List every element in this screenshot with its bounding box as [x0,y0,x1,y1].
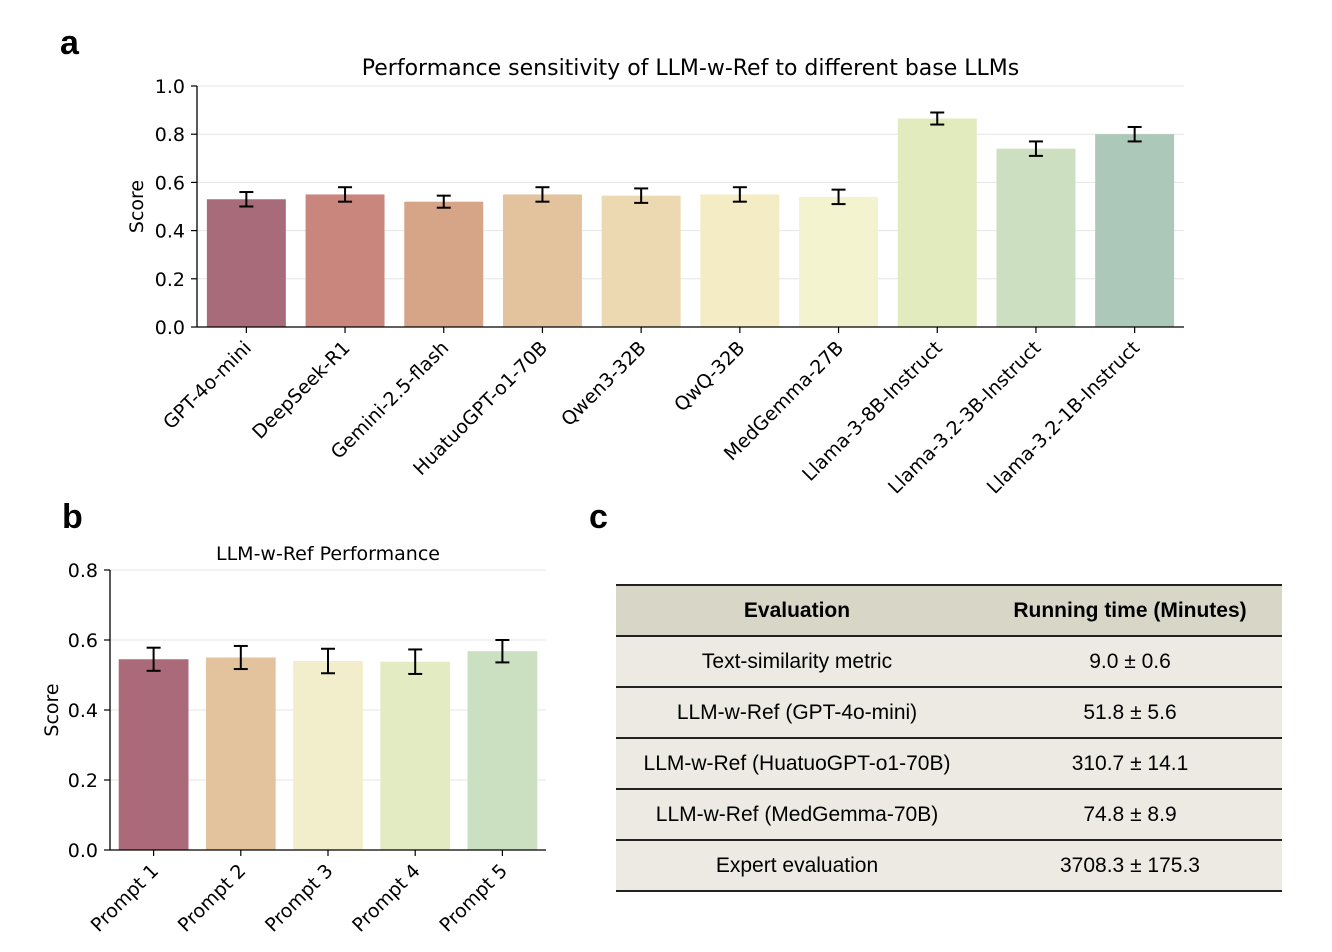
y-tick-label: 0.8 [155,124,185,146]
chart-title: Performance sensitivity of LLM-w-Ref to … [362,56,1019,81]
bar [205,657,276,850]
panel-label-a: a [60,24,79,62]
table-header-row: Evaluation Running time (Minutes) [616,584,1282,637]
x-tick-label: Prompt 5 [435,860,512,937]
row-evaluation: LLM-w-Ref (MedGemma-70B) [655,802,939,826]
y-tick-label: 0.2 [155,269,185,291]
panel-label-b: b [62,498,83,536]
bar [305,194,385,327]
row-running-time: 9.0 ± 0.6 [1089,649,1171,673]
y-tick-label: 0.0 [155,317,185,339]
bar [467,651,538,850]
x-tick-label: GPT-4o-mini [159,337,256,434]
x-tick-label: Prompt 1 [87,860,164,937]
y-tick-label: 0.8 [68,560,98,582]
x-tick-label: Prompt 3 [261,860,338,937]
table-row: LLM-w-Ref (GPT-4o-mini) 51.8 ± 5.6 [616,688,1282,739]
y-tick-label: 0.6 [155,172,185,194]
y-tick-label: 0.4 [155,221,185,243]
y-tick-label: 0.2 [68,770,98,792]
y-tick-label: 0.0 [68,840,98,862]
bar [996,148,1076,327]
x-tick-label: Prompt 2 [174,860,251,937]
bar [799,196,879,327]
table-row: LLM-w-Ref (HuatuoGPT-o1-70B) 310.7 ± 14.… [616,739,1282,790]
bar [118,659,189,850]
bar [700,194,780,327]
row-evaluation: Text-similarity metric [701,649,893,673]
row-evaluation: Expert evaluation [715,853,879,877]
bar [404,201,484,327]
row-running-time: 51.8 ± 5.6 [1083,700,1177,724]
y-tick-label: 1.0 [155,76,185,98]
header-evaluation: Evaluation [743,598,851,622]
chart-title: LLM-w-Ref Performance [216,543,440,565]
y-tick-label: 0.4 [68,700,98,722]
table-row: LLM-w-Ref (MedGemma-70B) 74.8 ± 8.9 [616,790,1282,841]
table-row: Text-similarity metric 9.0 ± 0.6 [616,637,1282,688]
row-running-time: 74.8 ± 8.9 [1083,802,1177,826]
table-row: Expert evaluation 3708.3 ± 175.3 [616,841,1282,892]
row-running-time: 310.7 ± 14.1 [1071,751,1189,775]
chart-a: 0.0 0.2 0.4 0.6 0.8 1.0 GPT-4o-miniDeepSeek-R1… [126,56,1184,498]
bar [601,195,681,327]
x-tick-label: Qwen3-32B [557,337,651,431]
row-evaluation: LLM-w-Ref (HuatuoGPT-o1-70B) [643,751,951,775]
bar [380,661,451,850]
bar [293,661,363,850]
x-tick-label: QwQ-32B [670,337,749,416]
panel-label-c: c [589,498,608,536]
bar [897,118,977,327]
row-evaluation: LLM-w-Ref (GPT-4o-mini) [676,700,918,724]
header-running-time: Running time (Minutes) [1013,598,1247,622]
y-tick-label: 0.6 [68,630,98,652]
bar [502,194,582,327]
y-axis-label: Score [41,683,63,736]
x-tick-label: Prompt 4 [348,860,425,937]
x-tick-label: DeepSeek-R1 [248,337,355,444]
running-time-table: Evaluation Running time (Minutes) Text-s… [616,584,1282,892]
y-axis-label: Score [126,180,148,233]
row-running-time: 3708.3 ± 175.3 [1060,853,1200,877]
bar [206,199,286,327]
bar [1095,134,1175,327]
